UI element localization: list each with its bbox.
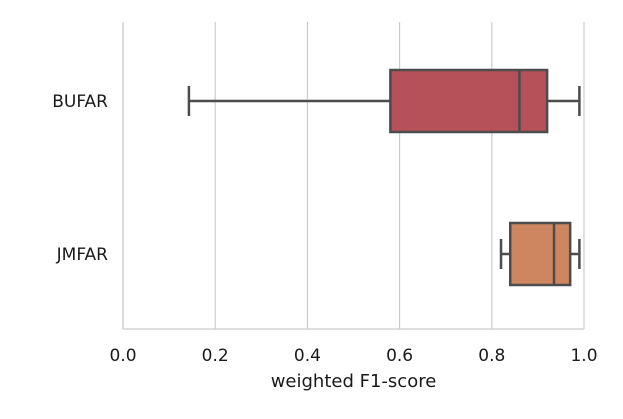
y-category-label: BUFAR [52, 92, 108, 112]
x-axis-label: weighted F1-score [271, 371, 437, 392]
box-jmfar [499, 221, 581, 287]
x-tick-label: 0.4 [294, 346, 321, 366]
x-tick-labels: 0.0 0.2 0.4 0.6 0.8 1.0 [109, 346, 597, 366]
y-category-labels: BUFAR JMFAR [52, 92, 108, 265]
x-tick-label: 0.0 [109, 346, 136, 366]
x-tick-label: 0.6 [386, 346, 413, 366]
x-tick-label: 0.2 [202, 346, 229, 366]
x-tick-label: 1.0 [570, 346, 597, 366]
box-iqr [389, 68, 549, 134]
y-category-label: JMFAR [56, 245, 109, 265]
boxes [187, 68, 581, 287]
box-iqr [508, 221, 572, 287]
x-tick-label: 0.8 [478, 346, 505, 366]
box-bufar [187, 68, 581, 134]
axes [122, 22, 584, 330]
